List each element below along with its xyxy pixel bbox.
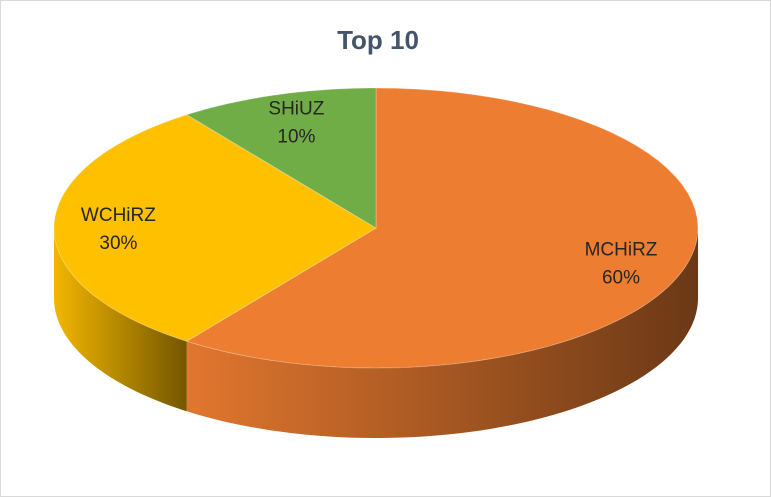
slice-value-label: 60%	[602, 268, 640, 289]
slice-value-label: 30%	[99, 233, 137, 254]
labels: MCHiRZ 60% WCHiRZ 30% SHiUZ 10%	[81, 98, 658, 288]
slice-category-label: MCHiRZ	[585, 240, 658, 261]
slice-category-label: SHiUZ	[268, 98, 324, 119]
pie	[53, 87, 699, 438]
pie-side-shade	[186, 228, 698, 438]
chart-title: Top 10	[337, 25, 419, 55]
pie-side-shade	[54, 228, 187, 412]
slice-value-label: 10%	[277, 126, 315, 147]
pie-slice	[185, 87, 699, 369]
slice-category-label: WCHiRZ	[81, 205, 156, 226]
pie-slice	[185, 87, 377, 229]
pie-slice	[53, 114, 377, 342]
